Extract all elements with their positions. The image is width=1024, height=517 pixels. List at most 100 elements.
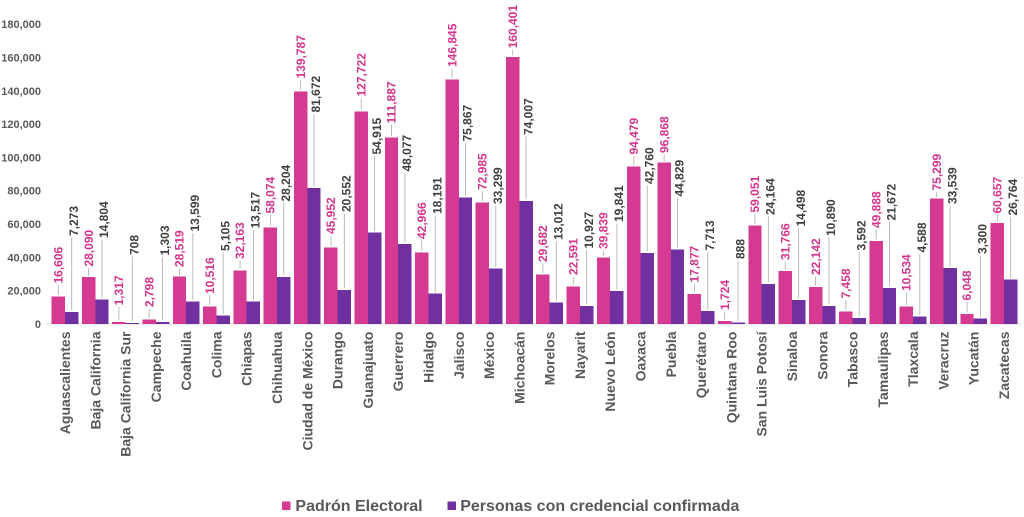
svg-text:Jalisco: Jalisco xyxy=(451,332,467,379)
svg-text:140,000: 140,000 xyxy=(1,86,41,98)
svg-text:Coahuila: Coahuila xyxy=(178,331,194,390)
svg-text:22,591: 22,591 xyxy=(566,238,580,275)
svg-text:10,534: 10,534 xyxy=(900,254,914,291)
svg-text:160,000: 160,000 xyxy=(1,53,41,65)
svg-text:3,300: 3,300 xyxy=(976,224,990,254)
svg-text:San Luis Potosí: San Luis Potosí xyxy=(754,330,770,436)
svg-text:Padrón Electoral: Padrón Electoral xyxy=(295,498,422,512)
svg-text:120,000: 120,000 xyxy=(1,119,41,131)
svg-text:Zacatecas: Zacatecas xyxy=(996,331,1012,399)
svg-text:Chiapas: Chiapas xyxy=(239,331,255,386)
svg-text:17,877: 17,877 xyxy=(688,245,702,282)
svg-text:48,077: 48,077 xyxy=(400,134,414,171)
svg-text:Guerrero: Guerrero xyxy=(390,332,406,392)
svg-text:Baja California: Baja California xyxy=(87,331,103,429)
svg-text:58,074: 58,074 xyxy=(264,176,278,213)
svg-text:49,888: 49,888 xyxy=(869,191,883,228)
svg-text:Tabasco: Tabasco xyxy=(845,332,861,388)
svg-text:6,048: 6,048 xyxy=(960,270,974,300)
svg-text:80,000: 80,000 xyxy=(7,186,41,198)
svg-text:14,498: 14,498 xyxy=(794,189,808,226)
svg-text:19,841: 19,841 xyxy=(612,185,626,222)
svg-text:28,090: 28,090 xyxy=(82,229,96,266)
svg-text:146,845: 146,845 xyxy=(445,23,459,67)
svg-text:7,273: 7,273 xyxy=(67,206,81,236)
svg-text:127,722: 127,722 xyxy=(354,53,368,97)
svg-text:28,204: 28,204 xyxy=(279,164,293,201)
svg-text:72,985: 72,985 xyxy=(476,153,490,190)
svg-text:33,299: 33,299 xyxy=(491,167,505,204)
svg-text:10,890: 10,890 xyxy=(824,199,838,236)
svg-text:Yucatán: Yucatán xyxy=(966,331,982,385)
svg-text:3,592: 3,592 xyxy=(854,220,868,250)
svg-text:Chihuahua: Chihuahua xyxy=(269,331,285,404)
svg-text:1,724: 1,724 xyxy=(718,280,732,310)
svg-text:Michoacán: Michoacán xyxy=(511,332,527,404)
svg-text:81,672: 81,672 xyxy=(309,75,323,112)
svg-text:59,051: 59,051 xyxy=(748,175,762,212)
svg-text:10,927: 10,927 xyxy=(582,211,596,248)
svg-text:7,458: 7,458 xyxy=(839,268,853,298)
svg-text:1,317: 1,317 xyxy=(112,275,126,305)
svg-text:Querétaro: Querétaro xyxy=(693,332,709,399)
svg-text:75,867: 75,867 xyxy=(461,104,475,141)
svg-text:13,012: 13,012 xyxy=(552,203,566,240)
svg-text:Puebla: Puebla xyxy=(663,331,679,377)
svg-text:60,657: 60,657 xyxy=(990,176,1004,213)
svg-text:74,007: 74,007 xyxy=(521,98,535,135)
svg-text:40,000: 40,000 xyxy=(7,252,41,264)
svg-text:888: 888 xyxy=(733,239,747,259)
svg-text:Hidalgo: Hidalgo xyxy=(420,332,436,383)
svg-text:Tlaxcala: Tlaxcala xyxy=(905,331,921,386)
svg-text:Personas con credencial confir: Personas con credencial confirmada xyxy=(460,498,739,512)
svg-text:60,000: 60,000 xyxy=(7,219,41,231)
svg-text:Durango: Durango xyxy=(330,332,346,390)
svg-text:5,105: 5,105 xyxy=(218,221,232,251)
svg-text:18,191: 18,191 xyxy=(430,177,444,214)
svg-text:Colima: Colima xyxy=(208,331,224,378)
svg-text:33,539: 33,539 xyxy=(945,167,959,204)
svg-text:20,552: 20,552 xyxy=(340,175,354,212)
svg-text:0: 0 xyxy=(35,319,41,331)
svg-text:31,766: 31,766 xyxy=(778,223,792,260)
svg-text:22,142: 22,142 xyxy=(809,238,823,275)
svg-text:111,887: 111,887 xyxy=(385,81,399,123)
svg-text:Ciudad de México: Ciudad de México xyxy=(299,332,315,451)
svg-text:28,519: 28,519 xyxy=(173,230,187,267)
svg-text:21,672: 21,672 xyxy=(885,183,899,220)
svg-text:10,516: 10,516 xyxy=(203,257,217,294)
svg-text:13,599: 13,599 xyxy=(188,194,202,231)
svg-text:Veracruz: Veracruz xyxy=(935,332,951,390)
svg-text:708: 708 xyxy=(127,235,141,255)
svg-text:Guanajuato: Guanajuato xyxy=(360,332,376,409)
svg-text:16,606: 16,606 xyxy=(52,246,66,283)
svg-text:Sinaloa: Sinaloa xyxy=(784,331,800,381)
svg-text:180,000: 180,000 xyxy=(1,19,41,31)
svg-text:Baja California Sur: Baja California Sur xyxy=(118,331,134,457)
svg-text:14,804: 14,804 xyxy=(97,201,111,238)
svg-text:75,299: 75,299 xyxy=(930,153,944,190)
svg-text:Campeche: Campeche xyxy=(148,331,164,402)
svg-text:México: México xyxy=(481,332,497,379)
svg-text:96,868: 96,868 xyxy=(657,116,671,153)
svg-text:Sonora: Sonora xyxy=(814,331,830,379)
svg-text:42,760: 42,760 xyxy=(642,147,656,184)
svg-text:44,829: 44,829 xyxy=(673,159,687,196)
svg-text:139,787: 139,787 xyxy=(294,35,308,79)
svg-text:Quintana Roo: Quintana Roo xyxy=(723,332,739,424)
svg-text:39,839: 39,839 xyxy=(597,212,611,249)
svg-text:13,517: 13,517 xyxy=(249,191,263,228)
svg-text:54,915: 54,915 xyxy=(370,117,384,154)
svg-text:29,682: 29,682 xyxy=(536,225,550,262)
svg-text:100,000: 100,000 xyxy=(1,152,41,164)
svg-text:24,164: 24,164 xyxy=(764,178,778,215)
svg-text:45,952: 45,952 xyxy=(324,197,338,234)
svg-text:Nayarit: Nayarit xyxy=(572,331,588,379)
svg-text:Tamaulipas: Tamaulipas xyxy=(875,331,891,407)
svg-text:94,479: 94,479 xyxy=(627,117,641,154)
svg-text:Aguascalientes: Aguascalientes xyxy=(57,331,73,434)
svg-text:1,303: 1,303 xyxy=(158,225,172,255)
svg-text:20,000: 20,000 xyxy=(7,286,41,298)
svg-text:Morelos: Morelos xyxy=(542,331,558,385)
svg-text:42,966: 42,966 xyxy=(415,202,429,239)
